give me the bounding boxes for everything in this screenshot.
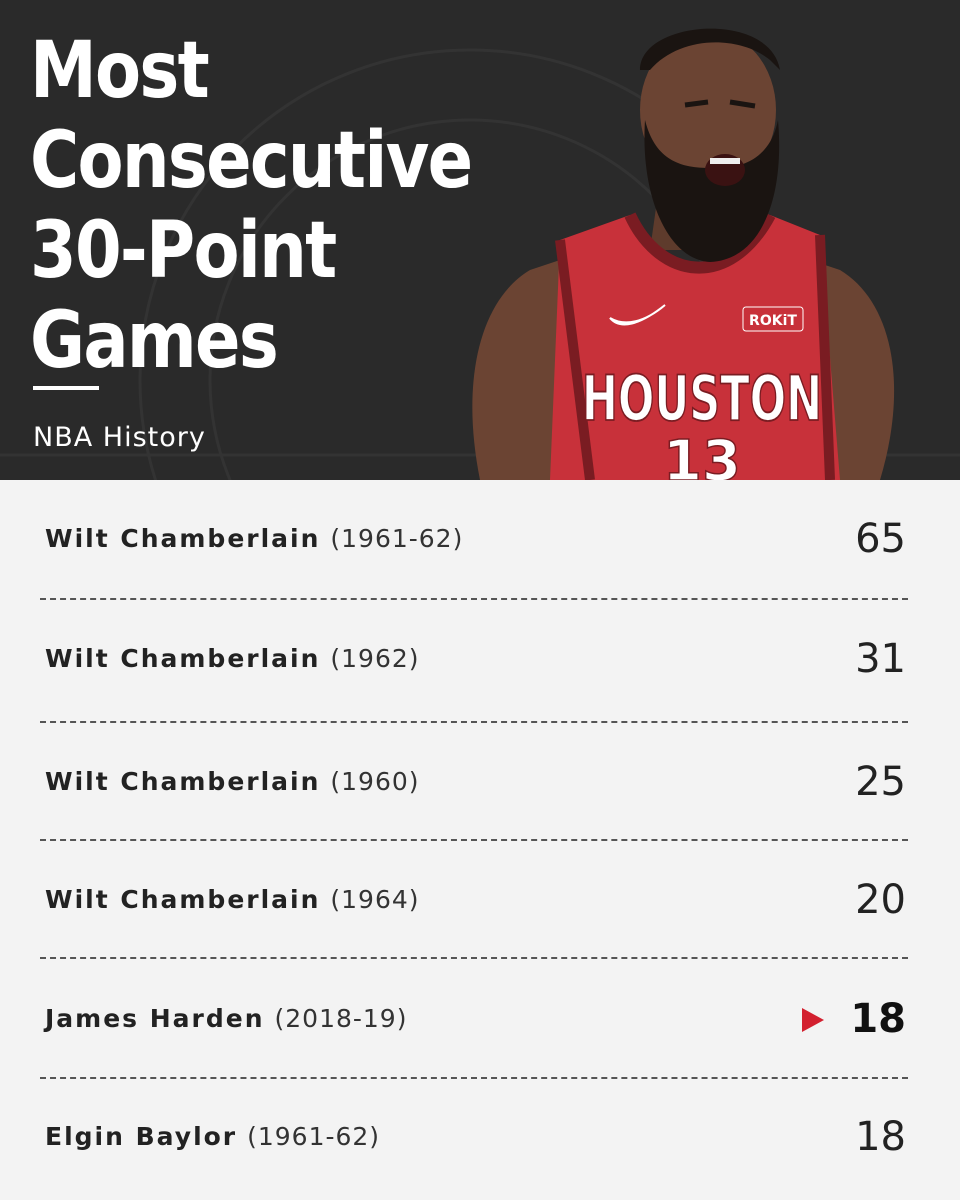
- record-player: James Harden (2018-19): [45, 1004, 407, 1033]
- row-divider: [40, 839, 908, 841]
- jersey-team-text: HOUSTON: [582, 362, 822, 435]
- player-name: Wilt Chamberlain: [45, 644, 321, 673]
- row-divider: [40, 721, 908, 723]
- list-item: Wilt Chamberlain (1960) 25: [40, 723, 908, 841]
- record-player: Wilt Chamberlain (1962): [45, 644, 420, 673]
- record-player: Elgin Baylor (1961-62): [45, 1122, 380, 1151]
- record-player: Wilt Chamberlain (1961-62): [45, 524, 463, 553]
- red-triangle-right-icon: [802, 1008, 824, 1032]
- player-years: (1961-62): [247, 1122, 381, 1151]
- jersey-patch-text: ROKiT: [749, 313, 797, 329]
- record-value: 20: [855, 877, 906, 923]
- list-item: Elgin Baylor (1961-62) 18: [40, 1078, 908, 1196]
- record-value: 25: [855, 759, 906, 805]
- record-value: 65: [855, 516, 906, 562]
- record-player: Wilt Chamberlain (1960): [45, 767, 420, 796]
- player-years: (1964): [330, 885, 420, 914]
- player-years: (2018-19): [274, 1004, 408, 1033]
- list-item: Wilt Chamberlain (1961-62) 65: [40, 480, 908, 598]
- record-value: 31: [855, 636, 906, 682]
- page-title: Most Consecutive 30-Point Games: [30, 26, 473, 386]
- records-list: Wilt Chamberlain (1961-62) 65 Wilt Chamb…: [0, 480, 960, 1200]
- player-years: (1961-62): [330, 524, 464, 553]
- row-divider: [40, 1077, 908, 1079]
- title-underline: [33, 386, 99, 390]
- record-value: 18: [855, 1114, 906, 1160]
- player-name: Wilt Chamberlain: [45, 885, 321, 914]
- row-divider: [40, 598, 908, 600]
- list-item: Wilt Chamberlain (1962) 31: [40, 600, 908, 718]
- list-item-highlighted: James Harden (2018-19) 18: [40, 960, 908, 1078]
- jersey-number-text: 13: [663, 429, 741, 480]
- player-years: (1962): [330, 644, 420, 673]
- player-photo: ROKiT HOUSTON 13: [472, 28, 895, 480]
- player-name: Wilt Chamberlain: [45, 524, 321, 553]
- list-item: Wilt Chamberlain (1964) 20: [40, 841, 908, 959]
- record-value: 18: [850, 996, 906, 1042]
- swoosh-logo-icon: [609, 304, 666, 326]
- header-banner: Most Consecutive 30-Point Games NBA Hist…: [0, 0, 960, 480]
- player-years: (1960): [330, 767, 420, 796]
- row-divider: [40, 957, 908, 959]
- page-subtitle: NBA History: [33, 422, 206, 453]
- player-name: Wilt Chamberlain: [45, 767, 321, 796]
- player-name: James Harden: [45, 1004, 265, 1033]
- player-name: Elgin Baylor: [45, 1122, 238, 1151]
- record-player: Wilt Chamberlain (1964): [45, 885, 420, 914]
